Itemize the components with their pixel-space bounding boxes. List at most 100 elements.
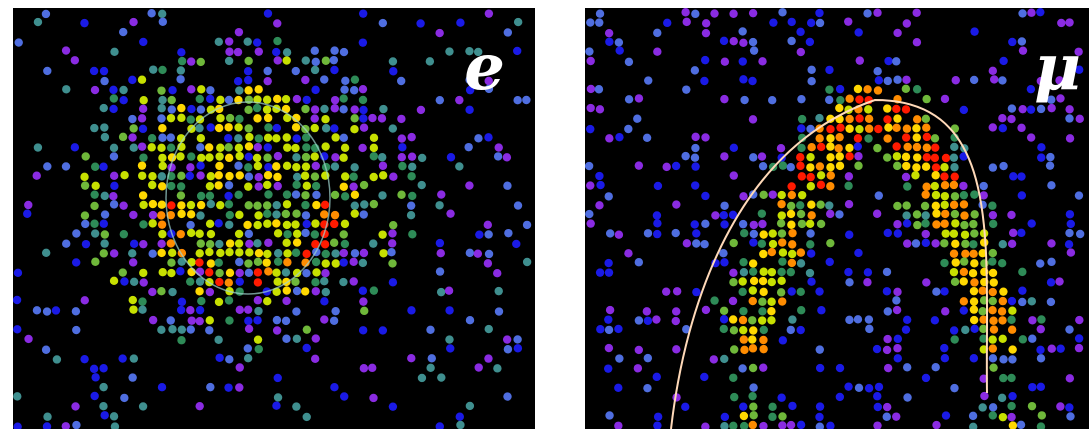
hit-dot (302, 181, 312, 191)
hit-dot (177, 297, 187, 307)
hit-dot (90, 85, 100, 95)
hit-dot (166, 316, 175, 325)
hit-dot (999, 355, 1008, 364)
hit-dot (682, 325, 691, 334)
hit-dot (310, 105, 320, 114)
hit-dot (177, 171, 186, 181)
hit-dot (465, 85, 475, 95)
hit-dot (417, 180, 426, 190)
hit-dot (473, 249, 483, 258)
hit-dot (932, 209, 941, 218)
hit-dot (91, 257, 100, 266)
hit-dot (110, 47, 119, 56)
hit-dot (720, 258, 729, 267)
hit-dot (119, 201, 128, 210)
hit-dot (931, 143, 940, 152)
hit-dot (816, 142, 826, 152)
hit-dot (464, 142, 473, 152)
hit-dot (407, 353, 416, 363)
hit-dot (719, 324, 729, 334)
hit-dot (932, 287, 941, 296)
hit-dot (253, 239, 262, 248)
hit-dot (513, 335, 522, 344)
hit-dot (43, 162, 52, 171)
hit-dot (282, 296, 291, 306)
hit-dot (273, 181, 282, 191)
hit-dot (177, 113, 186, 123)
hit-dot (407, 172, 416, 181)
hit-dot (739, 306, 748, 316)
hit-dot (349, 86, 359, 95)
hit-dot (378, 171, 388, 180)
hit-dot (796, 209, 806, 219)
hit-dot (988, 163, 998, 172)
hit-dot (806, 163, 815, 172)
hit-dot (273, 172, 282, 182)
hit-dot (91, 181, 100, 190)
hit-dot (272, 287, 281, 296)
hit-dot (158, 9, 167, 19)
hit-dot (445, 47, 454, 56)
hit-dot (205, 287, 215, 297)
hit-dot (892, 142, 901, 151)
hit-dot (634, 258, 644, 267)
hit-dot (931, 171, 940, 180)
hit-dot (1009, 172, 1018, 181)
hit-dot (129, 239, 139, 249)
hit-dot (253, 335, 263, 344)
hit-dot (749, 383, 758, 392)
hit-dot (845, 143, 854, 153)
hit-dot (138, 191, 148, 200)
hit-dot (109, 152, 119, 161)
hit-dot (931, 201, 941, 211)
hit-dot (397, 190, 406, 199)
hit-dot (13, 325, 22, 334)
hit-dot (263, 297, 272, 306)
hit-dot (585, 209, 594, 219)
hit-dot (273, 56, 282, 65)
hit-dot (321, 56, 331, 65)
hit-dot (653, 28, 662, 38)
hit-dot (624, 249, 633, 258)
hit-dot (204, 143, 214, 152)
hit-dot (970, 324, 979, 334)
hit-dot (89, 364, 99, 374)
hit-dot (119, 27, 128, 37)
hit-dot (206, 259, 216, 268)
hit-dot (273, 277, 282, 286)
hit-dot (968, 268, 978, 278)
hit-dot (157, 211, 166, 220)
hit-dot (729, 9, 738, 18)
hit-dot (932, 420, 941, 429)
hit-dot (825, 257, 834, 267)
hit-dot (157, 104, 166, 113)
hit-dot (254, 85, 263, 94)
hit-dot (215, 239, 224, 249)
hit-dot (959, 257, 969, 266)
hit-dot (215, 152, 224, 161)
hit-dot (195, 94, 204, 104)
hit-dot (378, 230, 387, 239)
hit-dot (854, 28, 863, 37)
hit-dot (388, 57, 398, 66)
hit-dot (339, 94, 348, 103)
hit-dot (292, 94, 302, 104)
hit-dot (922, 132, 932, 142)
hit-dot (893, 220, 902, 229)
hit-dot (786, 209, 796, 219)
hit-dot (1028, 316, 1037, 325)
hit-dot (912, 210, 922, 219)
hit-dot (864, 114, 874, 124)
hit-dot (605, 134, 614, 143)
hit-dot (787, 220, 796, 229)
hit-dot (845, 315, 854, 325)
hit-dot (272, 210, 281, 219)
hit-dot (282, 56, 291, 65)
hit-dot (244, 259, 253, 268)
hit-dot (979, 324, 988, 334)
hit-dot (494, 286, 503, 296)
hit-dot (369, 172, 378, 182)
hit-dot (263, 66, 272, 76)
hit-dot (33, 143, 43, 152)
hit-dot (902, 315, 912, 324)
